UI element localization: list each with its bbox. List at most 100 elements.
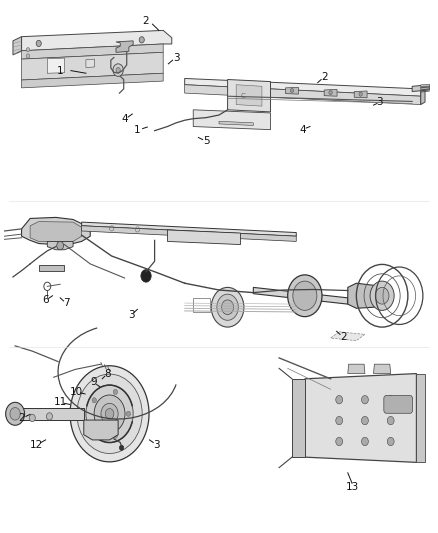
Circle shape [29, 414, 35, 422]
Text: C: C [240, 93, 245, 99]
Circle shape [10, 408, 20, 420]
Circle shape [288, 275, 322, 317]
Circle shape [46, 413, 53, 420]
Circle shape [211, 287, 244, 327]
Polygon shape [47, 58, 64, 73]
Text: 3: 3 [128, 310, 134, 320]
Circle shape [361, 437, 368, 446]
Text: 8: 8 [104, 369, 111, 378]
Circle shape [113, 64, 123, 76]
Polygon shape [13, 37, 21, 55]
Circle shape [139, 37, 144, 43]
Polygon shape [421, 87, 429, 90]
Circle shape [361, 395, 368, 404]
Polygon shape [253, 287, 348, 304]
Text: 4: 4 [300, 125, 306, 135]
Text: 3: 3 [153, 440, 160, 450]
Circle shape [141, 270, 151, 282]
Polygon shape [185, 85, 421, 104]
Text: 2: 2 [321, 72, 328, 83]
Circle shape [222, 300, 233, 314]
Polygon shape [39, 265, 64, 271]
Text: 3: 3 [377, 98, 383, 108]
Text: 3: 3 [173, 53, 180, 62]
Circle shape [57, 241, 64, 250]
Circle shape [116, 68, 120, 72]
Circle shape [77, 374, 142, 454]
Text: 2: 2 [340, 332, 347, 342]
Circle shape [126, 411, 131, 416]
Polygon shape [21, 30, 172, 51]
Text: 9: 9 [90, 377, 97, 387]
Polygon shape [185, 78, 421, 96]
Text: 2: 2 [143, 16, 149, 26]
Circle shape [92, 425, 96, 430]
Polygon shape [47, 241, 73, 250]
Circle shape [336, 395, 343, 404]
Circle shape [105, 409, 114, 419]
Text: 12: 12 [30, 440, 43, 450]
Circle shape [86, 385, 133, 442]
Circle shape [336, 416, 343, 425]
Text: 2: 2 [18, 413, 25, 423]
Polygon shape [292, 379, 305, 457]
Text: 1: 1 [134, 125, 141, 135]
Text: 11: 11 [53, 397, 67, 407]
FancyBboxPatch shape [384, 395, 413, 413]
Text: 4: 4 [121, 114, 128, 124]
Circle shape [92, 398, 96, 403]
Text: 13: 13 [346, 482, 359, 492]
Circle shape [387, 416, 394, 425]
Circle shape [113, 389, 117, 394]
Polygon shape [21, 217, 90, 245]
Polygon shape [412, 85, 429, 92]
Circle shape [293, 281, 317, 310]
Circle shape [361, 416, 368, 425]
Polygon shape [348, 283, 382, 308]
Polygon shape [193, 110, 271, 130]
Polygon shape [421, 84, 429, 86]
Polygon shape [305, 374, 417, 463]
Polygon shape [84, 420, 118, 440]
Polygon shape [21, 73, 163, 88]
Polygon shape [324, 90, 337, 96]
Polygon shape [167, 230, 240, 245]
Polygon shape [228, 79, 271, 112]
Circle shape [26, 54, 30, 58]
Polygon shape [348, 364, 365, 374]
Circle shape [290, 88, 294, 93]
Circle shape [370, 281, 394, 310]
Text: 6: 6 [42, 295, 49, 305]
Text: 7: 7 [64, 298, 70, 308]
Text: 5: 5 [203, 136, 209, 146]
Circle shape [6, 402, 25, 425]
Circle shape [36, 41, 41, 46]
Polygon shape [421, 87, 425, 104]
Text: 10: 10 [70, 387, 83, 397]
Polygon shape [15, 408, 84, 420]
Circle shape [359, 92, 362, 96]
Circle shape [336, 437, 343, 446]
Circle shape [387, 437, 394, 446]
Polygon shape [354, 91, 367, 98]
Polygon shape [236, 85, 262, 106]
Circle shape [101, 403, 118, 424]
Circle shape [70, 366, 149, 462]
Polygon shape [417, 374, 425, 463]
Polygon shape [286, 87, 298, 94]
Circle shape [26, 47, 30, 52]
Polygon shape [116, 41, 133, 52]
Circle shape [329, 91, 332, 95]
Circle shape [94, 395, 125, 433]
Text: 1: 1 [57, 66, 64, 76]
Circle shape [120, 445, 124, 450]
Polygon shape [331, 332, 365, 341]
Polygon shape [81, 226, 296, 241]
Polygon shape [21, 52, 163, 80]
Circle shape [387, 395, 394, 404]
Polygon shape [81, 222, 296, 236]
Circle shape [375, 287, 389, 304]
Polygon shape [219, 122, 253, 125]
Polygon shape [421, 86, 429, 88]
Circle shape [113, 433, 117, 438]
